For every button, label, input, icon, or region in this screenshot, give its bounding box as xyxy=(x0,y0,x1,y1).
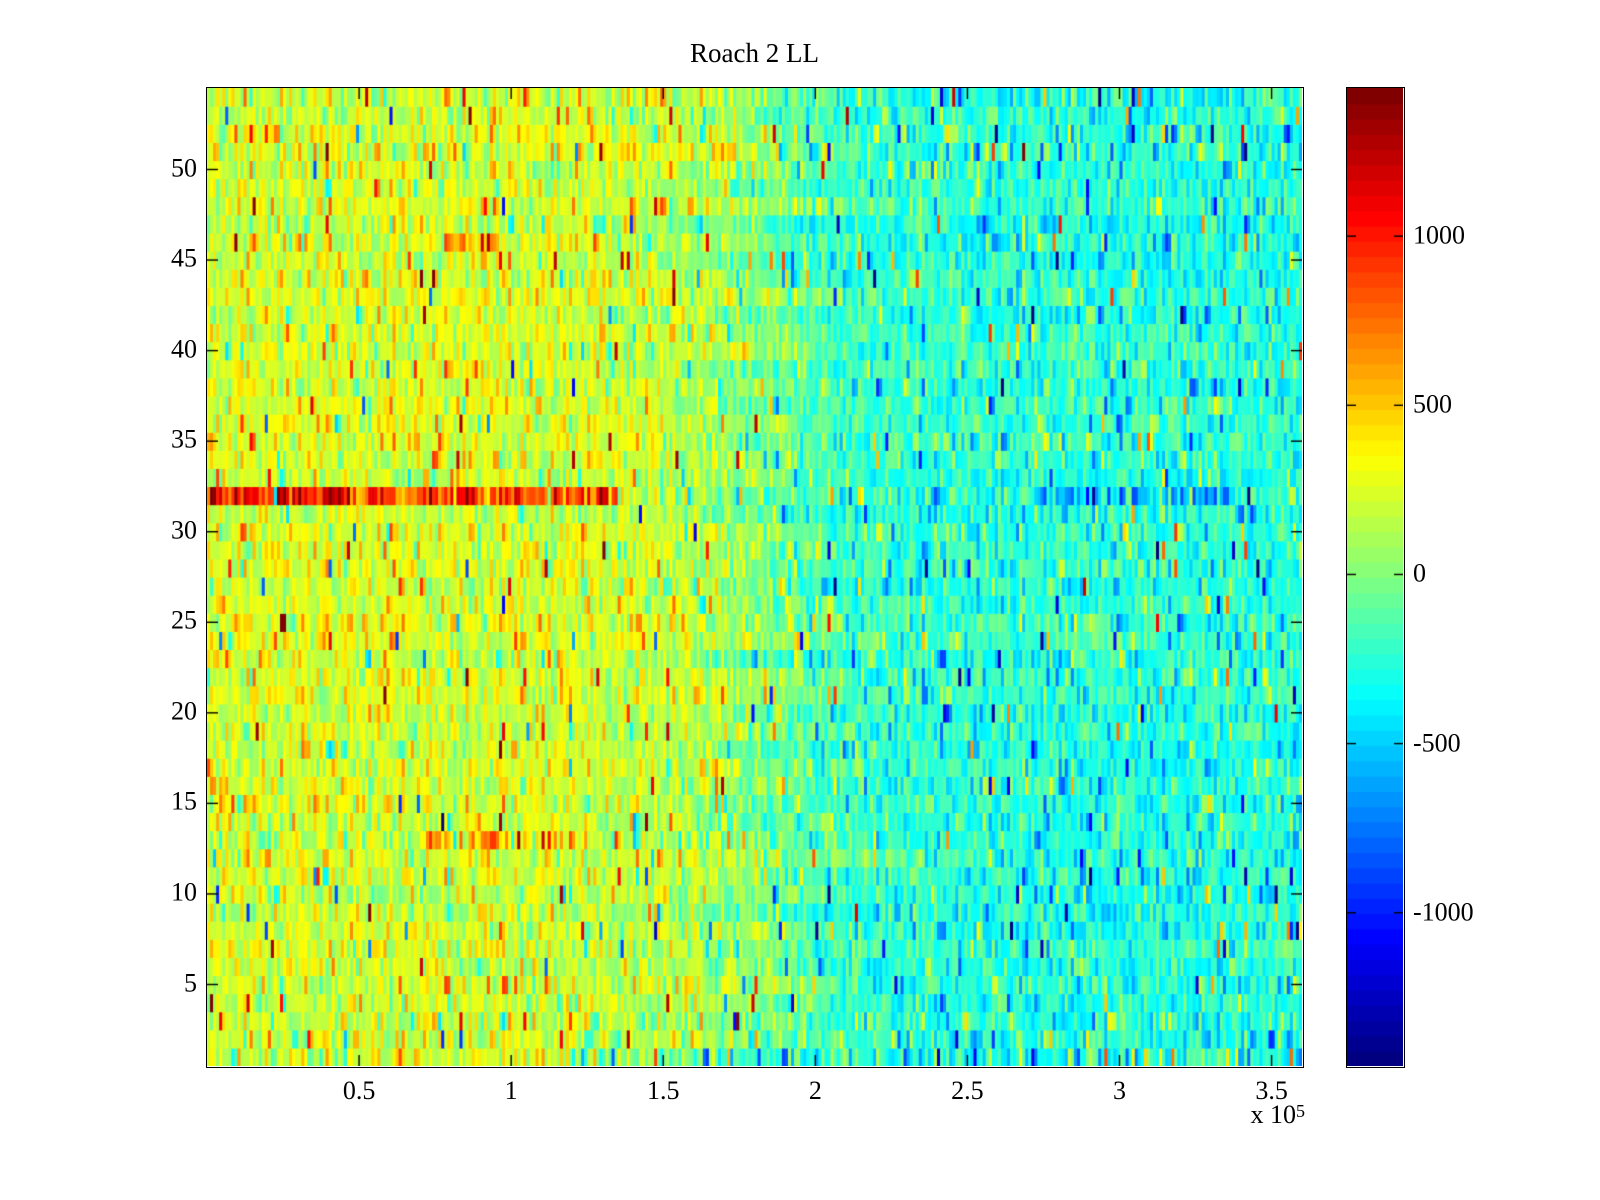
y-tick-label: 5 xyxy=(184,968,197,997)
x-tick-label: 1.5 xyxy=(647,1076,680,1105)
x-tick-label: 1 xyxy=(504,1076,518,1105)
x-tick-label: 3 xyxy=(1113,1076,1126,1105)
y-tick-label: 15 xyxy=(171,786,197,816)
y-tick-label: 50 xyxy=(171,153,197,182)
colorbar-tick-label: 1000 xyxy=(1413,220,1465,250)
chart-title: Roach 2 LL xyxy=(690,38,819,68)
y-tick-label: 10 xyxy=(171,877,197,907)
x-tick-label: 0.5 xyxy=(342,1076,376,1105)
y-tick-label: 40 xyxy=(171,334,197,364)
x-tick-label: 2.5 xyxy=(951,1076,984,1105)
colorbar-tick-label: -500 xyxy=(1413,727,1461,757)
y-tick-label: 20 xyxy=(171,696,197,726)
multiplier-exponent: 5 xyxy=(1296,1101,1305,1121)
x-tick-label: 3.5 xyxy=(1255,1076,1288,1105)
y-tick-label: 30 xyxy=(171,515,197,545)
y-tick-label: 25 xyxy=(171,605,197,635)
x-tick-label: 2 xyxy=(808,1076,822,1105)
x-axis-multiplier: x 105 xyxy=(1190,1100,1306,1130)
colorbar-tick-label: -1000 xyxy=(1413,897,1474,927)
heatmap-canvas xyxy=(207,88,1302,1066)
colorbar-tick-label: 500 xyxy=(1413,389,1452,419)
colorbar-canvas xyxy=(1347,88,1403,1066)
y-tick-label: 35 xyxy=(171,424,197,454)
y-tick-label: 45 xyxy=(171,243,197,273)
colorbar-tick-label: 0 xyxy=(1413,558,1426,588)
multiplier-base: x 10 xyxy=(1250,1100,1297,1129)
